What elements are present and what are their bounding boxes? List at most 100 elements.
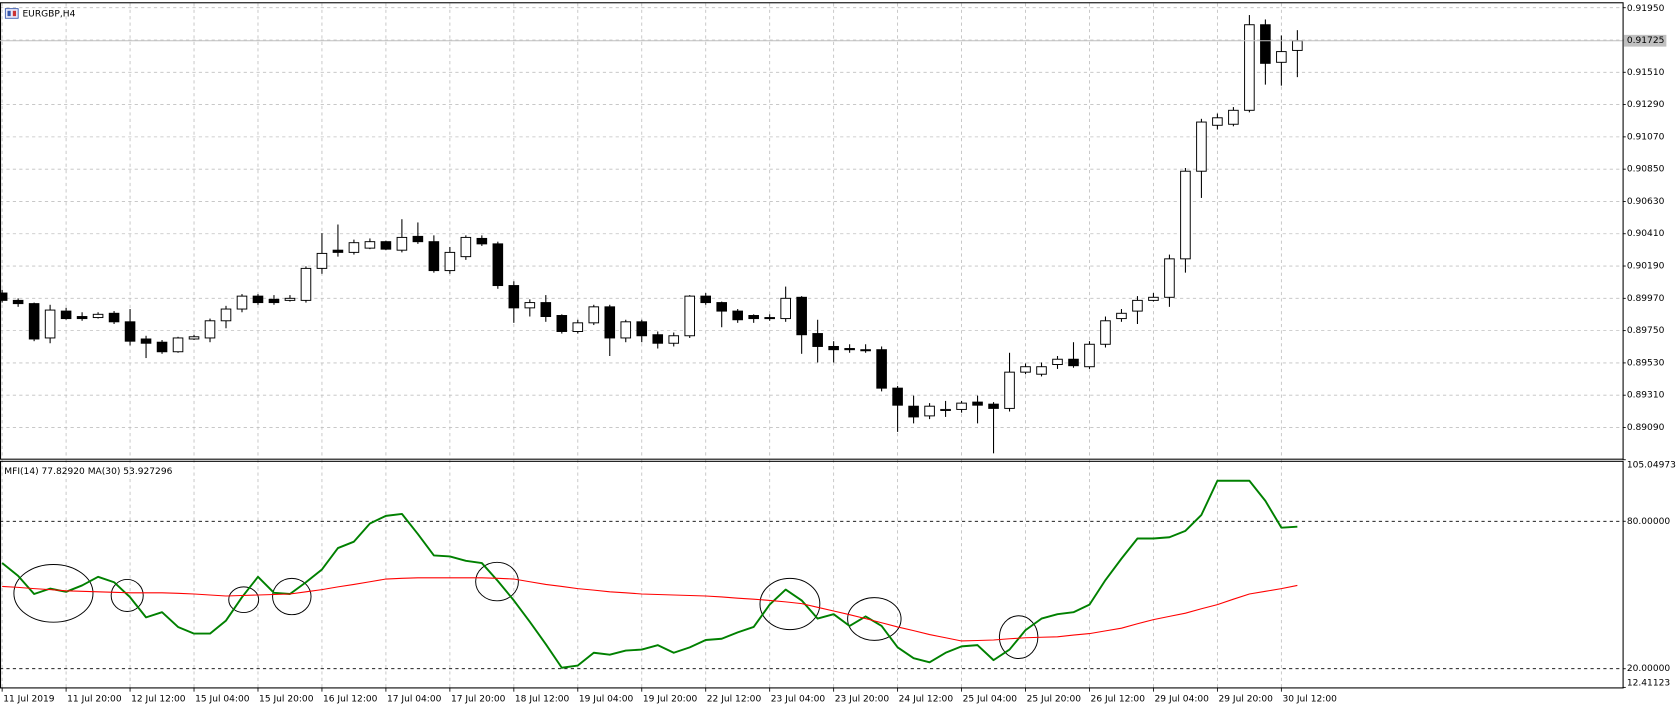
- y-tick-label: 0.91290: [1627, 100, 1665, 110]
- y-tick-label: 20.00000: [1627, 664, 1671, 674]
- candle-body: [972, 401, 983, 406]
- indicator-line: [1, 479, 1298, 669]
- x-tick-label: 30 Jul 12:00: [1282, 695, 1337, 705]
- candle-body: [1132, 299, 1143, 312]
- candle-body: [1212, 117, 1223, 126]
- candle-body: [172, 337, 184, 353]
- candle-body: [1084, 343, 1095, 368]
- candle-body: [508, 285, 520, 309]
- y-tick-label: 0.90630: [1627, 197, 1665, 207]
- candle-body: [1148, 296, 1159, 301]
- candle-body: [524, 302, 536, 309]
- x-tick-label: 19 Jul 04:00: [579, 695, 634, 705]
- candle-body: [44, 309, 56, 339]
- x-tick-label: 17 Jul 20:00: [451, 695, 506, 705]
- candle-body: [76, 316, 88, 320]
- x-tick-label: 18 Jul 12:00: [515, 695, 570, 705]
- y-tick-label: 0.89090: [1627, 423, 1665, 433]
- y-tick-label: 0.91950: [1627, 4, 1665, 14]
- candle-body: [764, 317, 775, 320]
- candle-body: [1276, 51, 1287, 63]
- candle-body: [748, 315, 759, 320]
- x-tick-label: 11 Jul 2019: [3, 695, 55, 705]
- indicator-title: MFI(14) 77.82920 MA(30) 53.927296: [4, 467, 172, 477]
- candle-body: [556, 315, 568, 332]
- candle-body: [1260, 24, 1271, 64]
- candle-body: [604, 306, 616, 339]
- candle-body: [412, 235, 424, 243]
- candle-body: [300, 267, 312, 301]
- annotation-circles: [13, 561, 1039, 660]
- candle-body: [716, 302, 727, 312]
- candle-body: [1116, 312, 1127, 320]
- candle-body: [1292, 40, 1303, 51]
- candle-body: [428, 241, 440, 272]
- x-tick-label: 29 Jul 20:00: [1218, 695, 1273, 705]
- candle-body: [572, 322, 584, 332]
- candle-body: [12, 299, 24, 305]
- candle-body: [1196, 121, 1207, 172]
- candle-body: [0, 292, 8, 301]
- x-tick-label: 23 Jul 04:00: [771, 695, 826, 705]
- candle-body: [844, 348, 855, 351]
- candle-body: [492, 243, 504, 287]
- x-tick-label: 15 Jul 20:00: [259, 695, 314, 705]
- chart-title: EURGBP,H4: [22, 9, 75, 19]
- candle-body: [156, 341, 168, 353]
- candle-body: [1180, 170, 1191, 260]
- x-tick-label: 19 Jul 20:00: [643, 695, 698, 705]
- candle-body: [1228, 109, 1239, 125]
- candle-body: [1020, 366, 1031, 373]
- candle-body: [892, 387, 903, 406]
- y-tick-label: 0.90410: [1627, 229, 1665, 239]
- candle-body: [668, 335, 680, 344]
- y-tick-label: 80.00000: [1627, 517, 1671, 527]
- x-tick-label: 25 Jul 20:00: [1027, 695, 1082, 705]
- candle-body: [444, 251, 456, 272]
- y-tick-label: 0.91070: [1627, 132, 1665, 142]
- candle-body: [1100, 320, 1111, 345]
- x-tick-label: 22 Jul 12:00: [707, 695, 762, 705]
- candle-body: [396, 236, 408, 251]
- price-panel-frame: [0, 2, 1624, 460]
- x-tick-label: 15 Jul 04:00: [195, 695, 250, 705]
- y-tick-label: 12.41123: [1627, 679, 1671, 689]
- candle-body: [956, 402, 967, 410]
- candle-body: [620, 321, 632, 339]
- candle-body: [684, 295, 696, 337]
- price-label-box: [1623, 34, 1667, 47]
- x-tick-label: 24 Jul 12:00: [899, 695, 954, 705]
- candle-body: [780, 297, 791, 320]
- candle-body: [348, 242, 360, 253]
- y-tick-label: 105.04973: [1627, 461, 1676, 471]
- x-tick-label: 29 Jul 04:00: [1155, 695, 1210, 705]
- grid: [0, 3, 1623, 688]
- candle-body: [588, 306, 600, 324]
- candle-body: [940, 408, 951, 411]
- candle-body: [812, 333, 823, 347]
- candle-body: [876, 349, 887, 389]
- candle-body: [1164, 258, 1175, 298]
- candle-body: [284, 297, 296, 301]
- y-tick-label: 0.89530: [1627, 358, 1665, 368]
- candle-body: [364, 241, 376, 249]
- candle-body: [1244, 24, 1255, 111]
- y-tick-label: 0.89310: [1627, 391, 1665, 401]
- candle-body: [332, 249, 344, 253]
- symbol-icon: [4, 8, 19, 19]
- price-label: 0.91725: [1627, 36, 1665, 46]
- candle-body: [924, 405, 935, 417]
- candle-body: [60, 310, 72, 320]
- candle-body: [380, 241, 392, 250]
- candle-body: [652, 334, 664, 344]
- candle-body: [1052, 358, 1063, 366]
- candle-body: [316, 252, 328, 269]
- y-tick-label: 0.91510: [1627, 68, 1665, 78]
- candle-body: [252, 295, 264, 304]
- indicator-line: [2, 577, 1298, 642]
- candle-body: [92, 313, 104, 319]
- x-tick-label: 23 Jul 20:00: [835, 695, 890, 705]
